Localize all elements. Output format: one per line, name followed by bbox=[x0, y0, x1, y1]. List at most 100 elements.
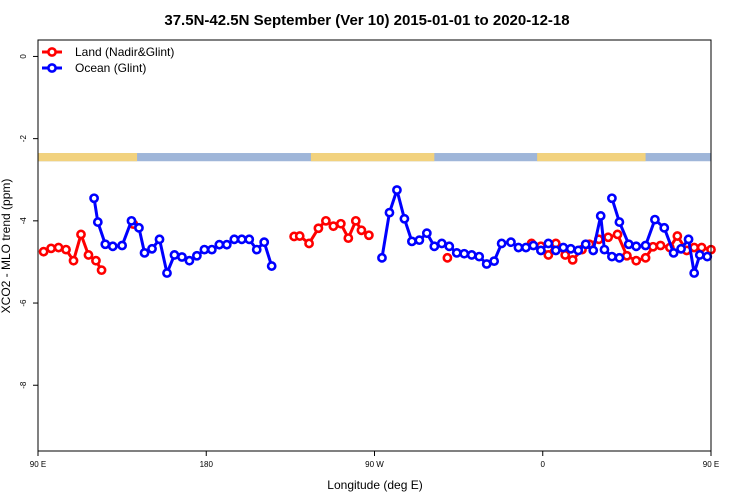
ocean-data-point bbox=[214, 239, 225, 250]
y-tick-label: -4 bbox=[19, 217, 28, 225]
ocean-data-point bbox=[676, 243, 686, 254]
ocean-data-point bbox=[199, 244, 210, 255]
ocean-data-point bbox=[134, 222, 144, 233]
land-data-point bbox=[343, 233, 354, 244]
legend: Land (Nadir&Glint) Ocean (Glint) bbox=[42, 45, 174, 75]
land-data-point bbox=[294, 231, 305, 241]
ocean-data-point bbox=[154, 234, 165, 245]
y-tick-label: -2 bbox=[19, 135, 28, 143]
ocean-data-point bbox=[169, 250, 180, 260]
ocean-data-point bbox=[206, 244, 217, 255]
ocean-data-point bbox=[528, 240, 539, 251]
x-tick-label: 90 E bbox=[703, 460, 719, 469]
land-data-point bbox=[442, 252, 453, 263]
land-data-point bbox=[76, 229, 86, 240]
ocean-data-point bbox=[702, 251, 713, 262]
ocean-data-point bbox=[451, 247, 462, 258]
ocean-data-point bbox=[92, 217, 103, 227]
y-tick-label: 0 bbox=[19, 54, 28, 59]
land-data-point bbox=[328, 221, 339, 232]
ocean-data-point bbox=[184, 255, 195, 266]
ocean-data-point bbox=[192, 250, 202, 261]
x-tick-label: 180 bbox=[200, 460, 214, 469]
x-tick-label: 90 E bbox=[30, 460, 46, 469]
ocean-data-point bbox=[521, 242, 531, 253]
ocean-data-point bbox=[89, 193, 99, 204]
land-data-point bbox=[68, 255, 79, 266]
land-data-point bbox=[567, 254, 578, 265]
ocean-data-point bbox=[259, 237, 270, 248]
land-data-point bbox=[91, 255, 101, 266]
ocean-data-point bbox=[595, 211, 606, 221]
ocean-data-point bbox=[162, 268, 172, 278]
land-data-point bbox=[631, 255, 642, 266]
ocean-data-point bbox=[550, 245, 561, 256]
ocean-data-point bbox=[631, 241, 642, 252]
legend-label: Land (Nadir&Glint) bbox=[75, 45, 174, 59]
land-data-point bbox=[640, 252, 651, 263]
ocean-data-point bbox=[459, 248, 470, 259]
land-data-point bbox=[320, 215, 331, 226]
y-tick-label: -6 bbox=[19, 299, 28, 307]
ocean-data-point bbox=[266, 261, 277, 271]
ocean-data-point bbox=[429, 241, 440, 252]
land-data-point bbox=[46, 243, 56, 254]
ocean-data-point bbox=[139, 247, 150, 258]
land-data-point bbox=[38, 246, 49, 257]
ocean-data-point bbox=[659, 222, 670, 233]
land-data-point bbox=[304, 238, 314, 249]
y-axis-label: XCO2 - MLO trend (ppm) bbox=[0, 179, 13, 314]
ocean-data-point bbox=[229, 234, 240, 245]
land-data-point bbox=[363, 230, 374, 241]
x-tick-label: 0 bbox=[541, 460, 546, 469]
ocean-data-point bbox=[614, 252, 625, 263]
land-band bbox=[537, 153, 646, 162]
land-data-point bbox=[335, 218, 346, 229]
plot-frame bbox=[37, 39, 712, 452]
land-data-point bbox=[350, 215, 361, 226]
land-data-point bbox=[83, 250, 94, 260]
ocean-data-point bbox=[694, 250, 705, 260]
ocean-data-point bbox=[614, 217, 625, 227]
ocean-data-point bbox=[177, 252, 187, 262]
ocean-data-point bbox=[251, 244, 262, 255]
land-data-point bbox=[672, 231, 683, 241]
ocean-data-point bbox=[650, 214, 660, 225]
x-axis-label: Longitude (deg E) bbox=[327, 478, 422, 492]
ocean-data-point bbox=[221, 239, 232, 250]
ocean-data-point bbox=[100, 239, 111, 250]
land-data-point bbox=[621, 250, 632, 261]
ocean-data-point bbox=[392, 185, 402, 195]
land-data-point bbox=[655, 240, 666, 251]
ocean-data-point bbox=[481, 259, 492, 269]
ocean-data-point bbox=[421, 228, 432, 239]
ocean-data-point bbox=[126, 215, 137, 226]
ocean-data-point bbox=[117, 240, 128, 251]
ocean-data-point bbox=[496, 238, 507, 249]
ocean-data-point bbox=[623, 239, 634, 250]
ocean-data-point bbox=[558, 242, 569, 253]
axes: 90 E 180 90 W 0 90 E 0 -2 -4 -6 -8 bbox=[19, 54, 719, 469]
ocean-data-point bbox=[414, 235, 425, 246]
ocean-data-point bbox=[489, 256, 500, 267]
ocean-data-point bbox=[573, 245, 584, 256]
ocean-data-point bbox=[436, 238, 447, 249]
ocean-data-point bbox=[107, 241, 118, 252]
x-tick-label: 90 W bbox=[365, 460, 384, 469]
ocean-series bbox=[89, 185, 713, 278]
land-data-point bbox=[313, 223, 324, 234]
series-layer bbox=[38, 185, 716, 278]
ocean-data-point bbox=[607, 193, 617, 204]
ocean-data-point bbox=[444, 241, 455, 252]
land-data-point bbox=[648, 241, 658, 252]
land-data-point bbox=[356, 225, 367, 236]
land-data-point bbox=[603, 232, 614, 243]
ocean-data-point bbox=[607, 251, 617, 262]
map-band bbox=[38, 153, 711, 162]
ocean-data-point bbox=[474, 251, 485, 262]
ocean-data-point bbox=[377, 252, 387, 263]
land-data-point bbox=[612, 229, 623, 240]
land-data-point bbox=[61, 244, 71, 255]
y-tick-label: -8 bbox=[19, 381, 28, 389]
